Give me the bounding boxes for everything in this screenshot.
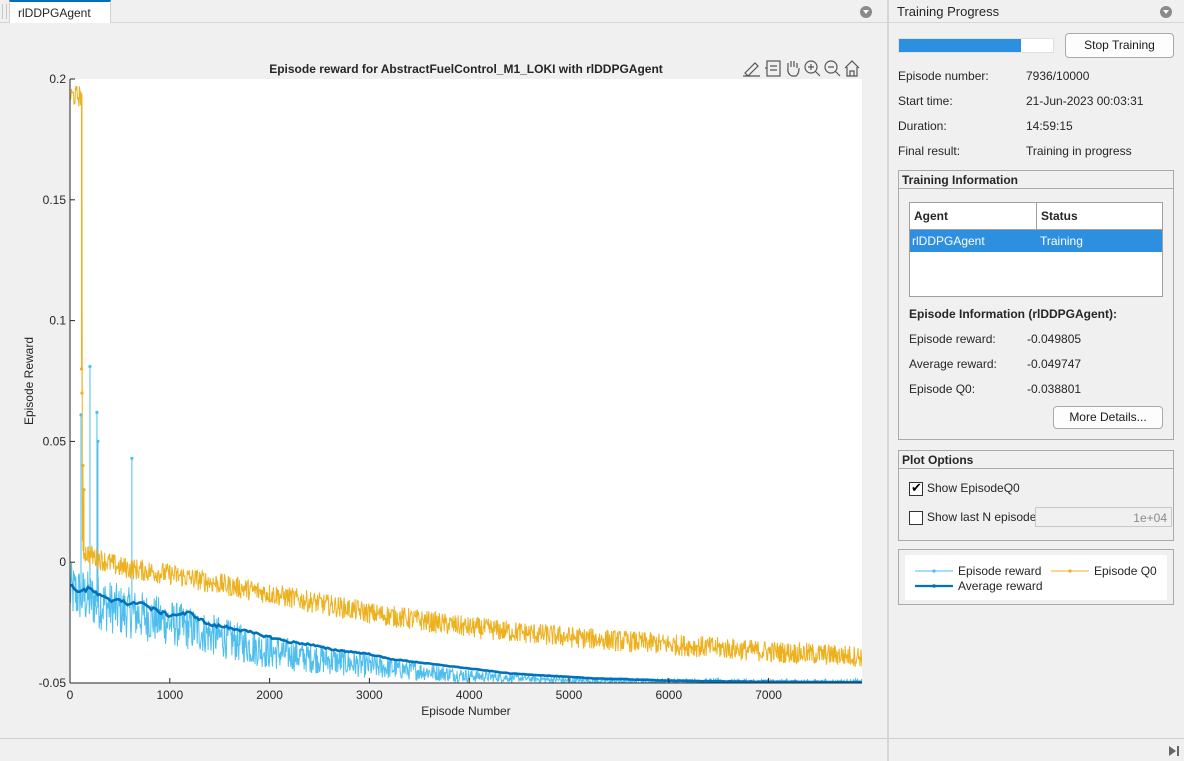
more-details-button[interactable]: More Details...	[1053, 406, 1163, 429]
status-column-header[interactable]: Status	[1037, 203, 1162, 230]
final-result-value: Training in progress	[1026, 144, 1132, 158]
legend-panel: Episode reward Episode Q0 Average reward	[898, 549, 1174, 605]
x-tick-label: 0	[67, 688, 74, 702]
edit-icon[interactable]	[743, 62, 760, 77]
episode-reward-line	[70, 563, 862, 683]
x-tick-label: 4000	[456, 688, 483, 702]
pan-icon[interactable]	[787, 61, 800, 77]
agent-table[interactable]: Agent Status rlDDPGAgent Training	[909, 202, 1163, 297]
episode-reward-value: -0.049805	[1027, 332, 1082, 346]
y-tick-label: 0.1	[49, 314, 66, 328]
agent-column-header[interactable]: Agent	[910, 203, 1037, 230]
panel-menu-icon[interactable]	[1160, 6, 1172, 18]
x-tick-label: 1000	[156, 688, 183, 702]
y-tick-label: 0.2	[49, 72, 66, 86]
right-status-bar	[889, 738, 1184, 761]
episode-q0-point	[81, 463, 85, 468]
episode-number-label: Episode number:	[898, 69, 989, 83]
legend: Episode reward Episode Q0 Average reward	[905, 555, 1167, 600]
document-menu-icon[interactable]	[860, 6, 872, 18]
episode-q0-line	[70, 85, 862, 667]
left-status-bar	[0, 738, 887, 761]
duration-label: Duration:	[898, 119, 947, 133]
episode-q0-point	[80, 391, 84, 395]
last-n-episodes-input[interactable]: 1e+04	[1035, 507, 1172, 527]
average-reward-value: -0.049747	[1027, 357, 1082, 371]
start-time-value: 21-Jun-2023 00:03:31	[1026, 94, 1144, 108]
x-tick-label: 5000	[556, 688, 583, 702]
plot-area: 0 1000 2000 3000 4000 5000 6000 7000 -0.05 0 0.05 0…	[0, 23, 887, 738]
stop-training-button[interactable]: Stop Training	[1065, 33, 1174, 58]
agent-cell: rlDDPGAgent	[912, 234, 985, 248]
episode-reward-group	[70, 364, 862, 683]
show-q0-label[interactable]: Show EpisodeQ0	[927, 481, 1020, 495]
tab-grip-icon[interactable]	[2, 4, 7, 19]
status-cell: Training	[1040, 234, 1083, 248]
table-row[interactable]: rlDDPGAgent Training	[910, 230, 1162, 252]
episode-q0-swatch	[1051, 569, 1089, 573]
x-tick-label: 3000	[356, 688, 383, 702]
training-progress-panel: Training Progress Stop Training Episode …	[889, 0, 1184, 761]
plot-options-title: Plot Options	[899, 451, 1173, 469]
training-progress-bar	[898, 38, 1054, 53]
home-icon[interactable]	[844, 60, 860, 77]
final-result-label: Final result:	[898, 144, 961, 158]
x-axis-label: Episode Number	[421, 704, 510, 718]
average-reward-swatch	[915, 584, 953, 588]
duration-value: 14:59:15	[1026, 119, 1073, 133]
plot-title: Episode reward for AbstractFuelControl_M…	[269, 62, 663, 76]
show-last-n-checkbox[interactable]	[909, 511, 923, 525]
show-last-n-label[interactable]: Show last N episodes	[927, 510, 1043, 524]
legend-episode-q0: Episode Q0	[1094, 564, 1157, 578]
show-q0-checkbox[interactable]: ✔	[909, 480, 923, 496]
y-tick-label: 0.05	[43, 434, 67, 448]
collapse-panel-icon[interactable]	[1167, 745, 1181, 757]
checkmark-icon: ✔	[911, 480, 922, 495]
y-tick-label: -0.05	[39, 676, 67, 690]
average-reward-line	[70, 583, 862, 683]
axes-background	[70, 79, 862, 683]
training-information-title: Training Information	[899, 171, 1173, 189]
legend-average-reward: Average reward	[958, 579, 1043, 593]
y-axis-label: Episode Reward	[22, 337, 36, 425]
episode-reward-point	[95, 410, 99, 415]
episode-q0-label: Episode Q0:	[909, 382, 976, 396]
document-tab-bar: rlDDPGAgent	[0, 0, 887, 23]
data-tip-icon[interactable]	[765, 60, 781, 77]
plot-document-pane: rlDDPGAgent 0 1000 2000 3000 4000 5000 6000 700…	[0, 0, 887, 761]
plot-options-group: Plot Options ✔ Show EpisodeQ0 Show last …	[898, 450, 1174, 541]
average-reward-label: Average reward:	[909, 357, 997, 371]
episode-information-title: Episode Information (rlDDPGAgent):	[909, 307, 1117, 321]
zoom-in-icon[interactable]	[804, 60, 821, 77]
training-information-group: Training Information Agent Status rlDDPG…	[898, 170, 1174, 440]
y-tick-label: 0	[59, 555, 66, 569]
training-progress-header: Training Progress	[889, 0, 1184, 23]
pane-splitter[interactable]	[887, 0, 889, 761]
episode-number-value: 7936/10000	[1026, 69, 1090, 83]
episode-reward-point	[88, 364, 92, 369]
legend-swatches	[915, 569, 1089, 588]
zoom-out-icon[interactable]	[824, 60, 841, 77]
episode-reward-swatch	[915, 569, 953, 573]
tab-rlddpgagent[interactable]: rlDDPGAgent	[9, 0, 111, 23]
legend-episode-reward: Episode reward	[958, 564, 1042, 578]
episode-reward-point	[130, 456, 134, 460]
episode-q0-point	[82, 488, 86, 492]
y-tick-label: 0.15	[43, 193, 67, 207]
x-tick-label: 7000	[755, 688, 782, 702]
episode-q0-group	[70, 85, 862, 667]
start-time-label: Start time:	[898, 94, 953, 108]
progress-fill	[899, 39, 1022, 52]
episode-reward-point	[96, 439, 100, 443]
episode-q0-value: -0.038801	[1027, 382, 1082, 396]
episode-reward-label: Episode reward:	[909, 332, 996, 346]
episode-reward-chart[interactable]: 0 1000 2000 3000 4000 5000 6000 7000-0.0500.050…	[0, 23, 887, 738]
x-tick-label: 6000	[655, 688, 682, 702]
x-tick-label: 2000	[256, 688, 283, 702]
